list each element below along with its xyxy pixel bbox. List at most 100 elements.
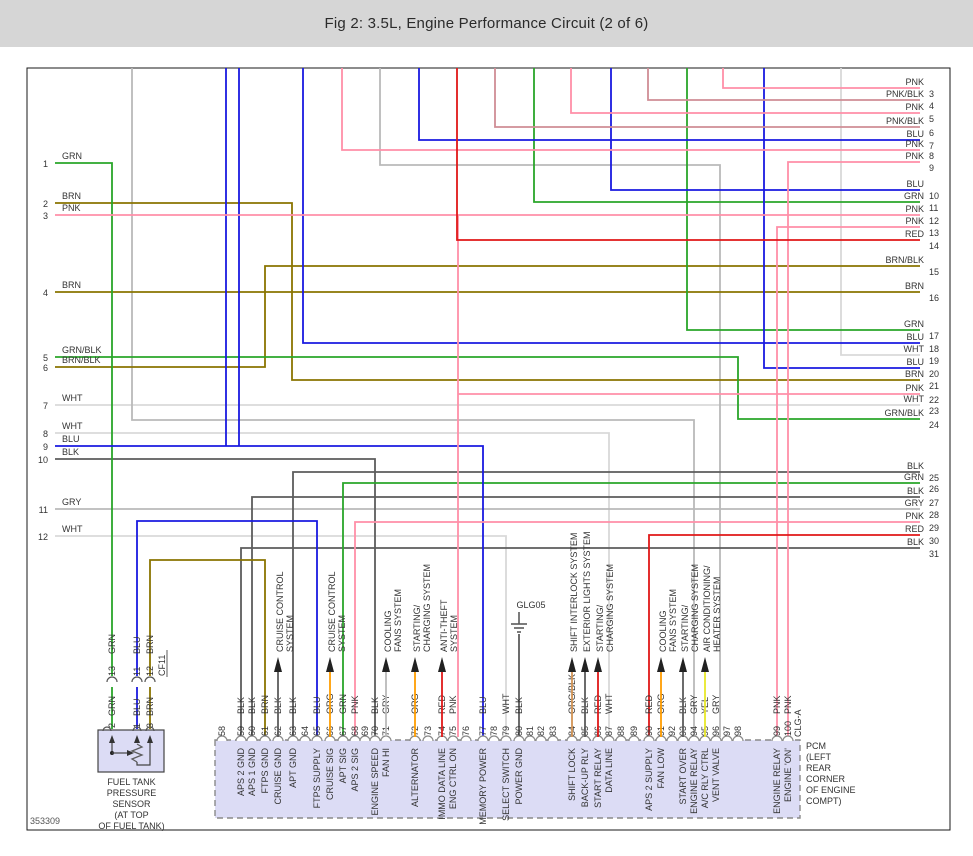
pcm-pin-label: A/C RLY CTRL bbox=[700, 748, 710, 808]
right-wire-color-label: WHT bbox=[904, 394, 925, 404]
system-destination-label: FANS SYSTEM bbox=[393, 589, 403, 652]
pcm-pin-label: SELECT SWITCH bbox=[501, 748, 511, 821]
system-arrow-icon bbox=[594, 657, 602, 672]
right-wire-color-label: PNK bbox=[905, 204, 924, 214]
right-pin-number: 18 bbox=[929, 344, 939, 354]
system-destination-label: CRUISE CONTROL bbox=[275, 571, 285, 652]
system-destination-label: CRUISE CONTROL bbox=[327, 571, 337, 652]
left-pin-number: 3 bbox=[43, 211, 48, 221]
pcm-pin-number: 61 bbox=[260, 726, 270, 736]
left-pin-number: 7 bbox=[43, 401, 48, 411]
left-wire-color-label: BRN bbox=[62, 280, 81, 290]
drawing-border bbox=[26, 67, 951, 831]
pcm-wire-color-label: BLK bbox=[514, 697, 524, 714]
right-pin-number: 20 bbox=[929, 369, 939, 379]
system-arrow-icon bbox=[701, 657, 709, 672]
pcm-pin-number: 97 bbox=[722, 726, 732, 736]
right-pin-number: 23 bbox=[929, 406, 939, 416]
pcm-pin-label: FAN HI bbox=[381, 748, 391, 777]
pcm-pin-label: VENT VALVE bbox=[711, 748, 721, 802]
pcm-pin-number: 87 bbox=[604, 726, 614, 736]
pcm-pin-number: 79 bbox=[501, 726, 511, 736]
right-pin-number: 12 bbox=[929, 216, 939, 226]
right-wire-color-label: BLU bbox=[906, 357, 924, 367]
pcm-pin-scallop bbox=[447, 735, 459, 742]
pcm-pin-scallop bbox=[666, 735, 678, 742]
system-destination-label: AIR CONDITIONING/ bbox=[702, 565, 712, 652]
pcm-pin-scallop bbox=[732, 735, 744, 742]
right-wire-color-label: GRN bbox=[904, 191, 924, 201]
system-arrow-icon bbox=[411, 657, 419, 672]
pcm-pin-scallop bbox=[710, 735, 722, 742]
right-wire-color-label: GRN bbox=[904, 472, 924, 482]
generated-labels: 1 GRN 2 BRN 3 PNK 4 BRN 5 GRN/BLK 6 BRN/BLK 7 WHT 8 WHT… bbox=[38, 77, 939, 825]
left-wire-color-label: GRN/BLK bbox=[62, 345, 102, 355]
right-wire-color-label: GRN/BLK bbox=[884, 408, 924, 418]
right-pin-number: 6 bbox=[929, 128, 934, 138]
pcm-pin-number: 92 bbox=[667, 726, 677, 736]
pcm-pin-scallop bbox=[500, 735, 512, 742]
pcm-pin-number: 80 bbox=[514, 726, 524, 736]
right-pin-number: 16 bbox=[929, 293, 939, 303]
pcm-pin-number: 94 bbox=[689, 726, 699, 736]
pcm-wire-color-label: GRY bbox=[711, 695, 721, 714]
pcm-pin-number: 89 bbox=[629, 726, 639, 736]
pcm-pin-number: 69 bbox=[360, 726, 370, 736]
right-pin-number: 25 bbox=[929, 473, 939, 483]
right-pin-number: 28 bbox=[929, 510, 939, 520]
left-pin-number: 1 bbox=[43, 159, 48, 169]
left-pin-number: 11 bbox=[39, 505, 48, 515]
drawing-number: 353309 bbox=[30, 816, 61, 826]
right-wire-color-label: PNK bbox=[905, 77, 924, 87]
pcm-pin-scallop bbox=[369, 735, 381, 742]
system-arrow-icon bbox=[657, 657, 665, 672]
pcm-pin-label: ALTERNATOR bbox=[410, 748, 420, 808]
pcm-pin-scallop bbox=[311, 735, 323, 742]
ground-symbol bbox=[511, 612, 527, 633]
right-pin-number: 30 bbox=[929, 536, 939, 546]
left-pin-number: 9 bbox=[43, 442, 48, 452]
pcm-wire-color-label: BLU bbox=[478, 696, 488, 714]
left-pin-number: 5 bbox=[43, 353, 48, 363]
pcm-pin-scallop bbox=[259, 735, 271, 742]
pcm-wire-color-label: GRY bbox=[689, 695, 699, 714]
left-wire-color-label: BLK bbox=[62, 447, 79, 457]
right-pin-number: 7 bbox=[929, 141, 934, 151]
pcm-pin-label: POWER GND bbox=[514, 748, 524, 805]
pcm-pin-label: APT SIG bbox=[338, 748, 348, 783]
pcm-pin-number: 78 bbox=[489, 726, 499, 736]
left-wire-color-label: BRN/BLK bbox=[62, 355, 101, 365]
right-pin-number: 3 bbox=[929, 89, 934, 99]
pcm-pin-number: 88 bbox=[616, 726, 626, 736]
pcm-pin-label: FTPS GND bbox=[260, 748, 270, 794]
sensor-pin-number: 1 bbox=[132, 723, 142, 728]
sensor-wire-color-upper: BLU bbox=[132, 636, 142, 654]
right-wire-color-label: BRN bbox=[905, 369, 924, 379]
right-pin-number: 31 bbox=[929, 549, 939, 559]
sensor-pin-number: 2 bbox=[107, 723, 117, 728]
pcm-connector-name: CLG-A bbox=[793, 709, 803, 737]
system-arrow-icon bbox=[581, 657, 589, 672]
sensor-internals bbox=[109, 735, 153, 766]
pcm-pin-label: IMMO DATA LINE bbox=[437, 748, 447, 820]
pcm-pin-number: 63 bbox=[288, 726, 298, 736]
pcm-pin-number: 58 bbox=[217, 726, 227, 736]
left-pin-number: 2 bbox=[43, 199, 48, 209]
pcm-wire-color-label: PNK bbox=[783, 695, 793, 714]
pcm-pin-number: 73 bbox=[423, 726, 433, 736]
right-wire-color-label: BLK bbox=[907, 537, 924, 547]
right-wire-color-label: GRN bbox=[904, 319, 924, 329]
pcm-wire-color-label: WHT bbox=[501, 693, 511, 714]
pcm-pin-number: 67 bbox=[338, 726, 348, 736]
pcm-pin-label: CRUISE GND bbox=[273, 748, 283, 805]
pcm-pin-label: APS 2 SUPPLY bbox=[644, 748, 654, 811]
system-destination-label: SYSTEM bbox=[285, 615, 295, 652]
sensor-wire-color-lower: GRN bbox=[107, 696, 117, 716]
right-pin-number: 26 bbox=[929, 484, 939, 494]
system-arrow-icon bbox=[679, 657, 687, 672]
right-wire-color-label: BRN/BLK bbox=[885, 255, 924, 265]
pcm-pin-scallop bbox=[299, 735, 311, 742]
left-pin-number: 4 bbox=[43, 288, 48, 298]
right-pin-number: 29 bbox=[929, 523, 939, 533]
